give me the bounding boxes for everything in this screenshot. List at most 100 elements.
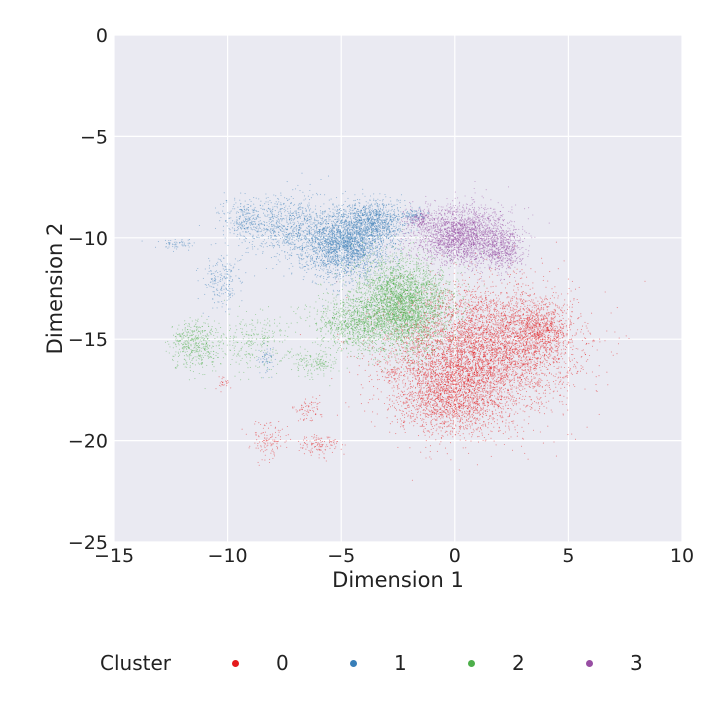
scatter-point xyxy=(501,381,502,382)
scatter-point xyxy=(546,402,547,403)
scatter-point xyxy=(462,350,463,351)
scatter-point xyxy=(420,364,421,365)
scatter-point xyxy=(480,341,481,342)
scatter-point xyxy=(468,352,469,353)
scatter-point xyxy=(472,334,473,335)
scatter-point xyxy=(510,322,511,323)
scatter-point xyxy=(496,334,497,335)
scatter-point xyxy=(438,346,439,347)
scatter-point xyxy=(512,300,513,301)
scatter-point xyxy=(432,347,433,348)
scatter-point xyxy=(508,345,509,346)
scatter-point xyxy=(429,369,430,370)
scatter-point xyxy=(597,349,598,350)
scatter-point xyxy=(414,367,415,368)
scatter-point xyxy=(504,364,505,365)
scatter-point xyxy=(456,344,457,345)
scatter-point xyxy=(510,369,511,370)
scatter-point xyxy=(571,316,572,317)
scatter-point xyxy=(523,405,524,406)
scatter-point xyxy=(472,373,473,374)
scatter-point xyxy=(475,354,476,355)
scatter-point xyxy=(576,332,577,333)
scatter-point xyxy=(456,342,457,343)
scatter-point xyxy=(407,343,408,344)
scatter-point xyxy=(466,320,467,321)
scatter-point xyxy=(394,387,395,388)
scatter-point xyxy=(483,326,484,327)
scatter-point xyxy=(469,347,470,348)
scatter-point xyxy=(474,357,475,358)
scatter-point xyxy=(480,375,481,376)
scatter-point xyxy=(450,335,451,336)
scatter-point xyxy=(494,335,495,336)
scatter-point xyxy=(474,325,475,326)
scatter-point xyxy=(377,375,378,376)
scatter-point xyxy=(493,371,494,372)
scatter-point xyxy=(412,394,413,395)
scatter-point xyxy=(436,412,437,413)
scatter-point xyxy=(533,374,534,375)
scatter-point xyxy=(526,405,527,406)
scatter-point xyxy=(460,331,461,332)
scatter-point xyxy=(512,384,513,385)
scatter-point xyxy=(510,348,511,349)
scatter-point xyxy=(477,324,478,325)
scatter-point xyxy=(473,352,474,353)
scatter-point xyxy=(565,376,566,377)
scatter-point xyxy=(384,338,385,339)
scatter-point xyxy=(372,411,373,412)
scatter-point xyxy=(400,394,401,395)
scatter-point xyxy=(482,302,483,303)
scatter-point xyxy=(523,363,524,364)
scatter-point xyxy=(479,356,480,357)
scatter-point xyxy=(419,366,420,367)
scatter-point xyxy=(475,302,476,303)
scatter-point xyxy=(494,311,495,312)
scatter-point xyxy=(455,312,456,313)
scatter-point xyxy=(521,278,522,279)
scatter-point xyxy=(492,315,493,316)
scatter-point xyxy=(495,351,496,352)
scatter-point xyxy=(474,344,475,345)
scatter-point xyxy=(611,312,612,313)
scatter-point xyxy=(528,367,529,368)
scatter-point xyxy=(465,286,466,287)
scatter-point xyxy=(456,313,457,314)
scatter-point xyxy=(512,342,513,343)
scatter-point xyxy=(514,292,515,293)
scatter-point xyxy=(479,403,480,404)
scatter-point xyxy=(368,348,369,349)
scatter-point xyxy=(490,306,491,307)
scatter-point xyxy=(435,331,436,332)
scatter-point xyxy=(534,370,535,371)
scatter-point xyxy=(454,369,455,370)
scatter-point xyxy=(469,373,470,374)
scatter-point xyxy=(486,318,487,319)
scatter-point xyxy=(427,369,428,370)
scatter-point xyxy=(507,305,508,306)
scatter-point xyxy=(469,326,470,327)
scatter-point xyxy=(504,318,505,319)
scatter-point xyxy=(505,319,506,320)
scatter-point xyxy=(442,328,443,329)
scatter-point xyxy=(464,349,465,350)
scatter-point xyxy=(448,308,449,309)
scatter-point xyxy=(426,343,427,344)
scatter-point xyxy=(466,331,467,332)
scatter-point xyxy=(614,331,615,332)
scatter-point xyxy=(418,358,419,359)
scatter-point xyxy=(399,369,400,370)
scatter-point xyxy=(507,352,508,353)
scatter-point xyxy=(463,366,464,367)
scatter-point xyxy=(418,338,419,339)
scatter-point xyxy=(543,393,544,394)
scatter-point xyxy=(491,376,492,377)
scatter-point xyxy=(476,347,477,348)
scatter-point xyxy=(568,343,569,344)
scatter-point xyxy=(474,334,475,335)
scatter-point xyxy=(508,392,509,393)
scatter-point xyxy=(532,307,533,308)
scatter-point xyxy=(516,361,517,362)
scatter-point xyxy=(455,364,456,365)
